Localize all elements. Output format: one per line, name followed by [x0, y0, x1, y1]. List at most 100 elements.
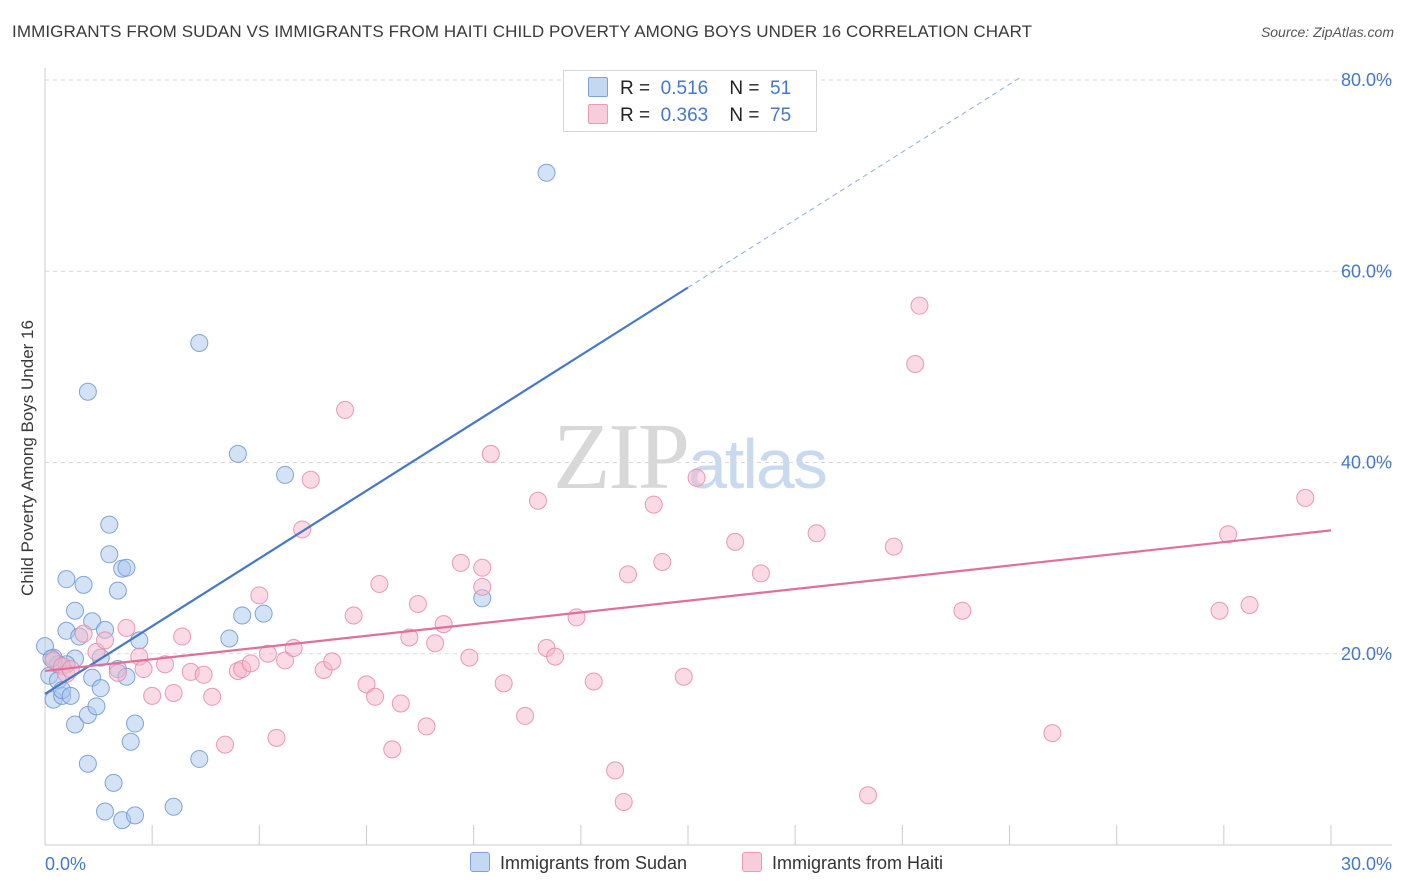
trend-lines: [44, 75, 1332, 695]
sudan-point: [100, 545, 119, 564]
haiti-point: [336, 400, 355, 419]
sudan-point: [254, 604, 273, 623]
haiti-point: [726, 532, 745, 551]
haiti-point: [276, 651, 295, 670]
n-label: N =: [729, 78, 760, 99]
sudan-point: [537, 163, 556, 182]
chart-title: IMMIGRANTS FROM SUDAN VS IMMIGRANTS FROM…: [12, 22, 1033, 41]
haiti-point: [618, 565, 637, 584]
sudan-point: [83, 612, 102, 631]
legend-item-sudan[interactable]: Immigrants from Sudan: [470, 852, 687, 874]
sudan-point: [87, 697, 106, 716]
haiti-trend-line: [44, 529, 1332, 673]
legend-row-haiti: R = 0.363 N = 75: [588, 104, 791, 126]
haiti-point: [344, 606, 363, 625]
haiti-point: [644, 495, 663, 514]
haiti-point: [366, 687, 385, 706]
haiti-point: [494, 674, 513, 693]
sudan-point: [121, 732, 140, 751]
haiti-point: [117, 618, 136, 637]
haiti-point: [134, 660, 153, 679]
y-tick-label: 60.0%: [1341, 261, 1392, 281]
haiti-point: [516, 706, 535, 725]
haiti-point: [357, 675, 376, 694]
haiti-point: [884, 537, 903, 556]
haiti-point: [473, 577, 492, 596]
haiti-point: [400, 628, 419, 647]
haiti-point: [1043, 724, 1062, 743]
haiti-point: [434, 615, 453, 634]
sudan-point: [66, 601, 85, 620]
haiti-point: [391, 694, 410, 713]
sudan-point: [91, 679, 110, 698]
sudan-point: [233, 606, 252, 625]
haiti-point: [164, 683, 183, 702]
haiti-point: [653, 552, 672, 571]
haiti-point: [1296, 488, 1315, 507]
watermark-atlas: atlas: [688, 425, 828, 503]
haiti-point: [156, 655, 175, 674]
haiti-point: [250, 586, 269, 605]
x-tick-label: 30.0%: [1341, 854, 1392, 874]
haiti-point: [451, 553, 470, 572]
sudan-r-value: 0.516: [660, 78, 709, 99]
haiti-point: [460, 648, 479, 667]
sudan-point: [78, 754, 97, 773]
haiti-point: [74, 624, 93, 643]
legend-item-haiti[interactable]: Immigrants from Haiti: [742, 852, 943, 874]
haiti-swatch: [742, 852, 762, 872]
haiti-point: [194, 665, 213, 684]
haiti-point: [426, 634, 445, 653]
haiti-point: [481, 444, 500, 463]
sudan-point: [228, 444, 247, 463]
sudan-point: [117, 558, 136, 577]
data-points: [36, 163, 1315, 830]
y-axis-label: Child Poverty Among Boys Under 16: [18, 320, 37, 596]
haiti-point: [674, 667, 693, 686]
sudan-point: [96, 802, 115, 821]
correlation-legend: R = 0.516 N = 51 R = 0.363 N = 75: [563, 70, 817, 132]
haiti-point: [1210, 601, 1229, 620]
y-tick-label: 20.0%: [1341, 644, 1392, 664]
haiti-point: [614, 792, 633, 811]
haiti-point: [216, 735, 235, 754]
axes: [44, 68, 1392, 846]
haiti-point: [173, 627, 192, 646]
haiti-point: [383, 740, 402, 759]
haiti-point: [258, 644, 277, 663]
y-tick-label: 80.0%: [1341, 70, 1392, 90]
haiti-point: [267, 728, 286, 747]
haiti-point: [143, 686, 162, 705]
haiti-point: [751, 564, 770, 583]
y-tick-label: 40.0%: [1341, 453, 1392, 473]
haiti-point: [528, 491, 547, 510]
haiti-r-value: 0.363: [660, 105, 709, 126]
sudan-point: [276, 465, 295, 484]
haiti-point: [301, 470, 320, 489]
tick-labels: 20.0% 40.0% 60.0% 80.0% 0.0% 30.0%: [45, 70, 1392, 874]
haiti-point: [473, 558, 492, 577]
watermark: ZIPatlas: [553, 402, 828, 511]
r-label: R =: [620, 78, 651, 99]
sudan-point: [220, 629, 239, 648]
source-credit: Source: ZipAtlas.com: [1260, 24, 1394, 40]
haiti-point: [203, 687, 222, 706]
haiti-point: [606, 761, 625, 780]
haiti-point: [108, 663, 127, 682]
sudan-point: [57, 570, 76, 589]
haiti-point: [807, 524, 826, 543]
haiti-point: [1240, 595, 1259, 614]
watermark-zip: ZIP: [553, 405, 690, 509]
haiti-n-value: 75: [770, 105, 792, 126]
sudan-point: [190, 749, 209, 768]
sudan-point: [126, 714, 145, 733]
haiti-point: [910, 296, 929, 315]
haiti-point: [370, 574, 389, 593]
sudan-point: [190, 333, 209, 352]
legend-row-sudan: R = 0.516 N = 51: [588, 77, 791, 99]
legend-label-haiti: Immigrants from Haiti: [772, 853, 944, 873]
haiti-point: [687, 468, 706, 487]
sudan-swatch: [470, 852, 490, 872]
n-label: N =: [729, 105, 760, 126]
